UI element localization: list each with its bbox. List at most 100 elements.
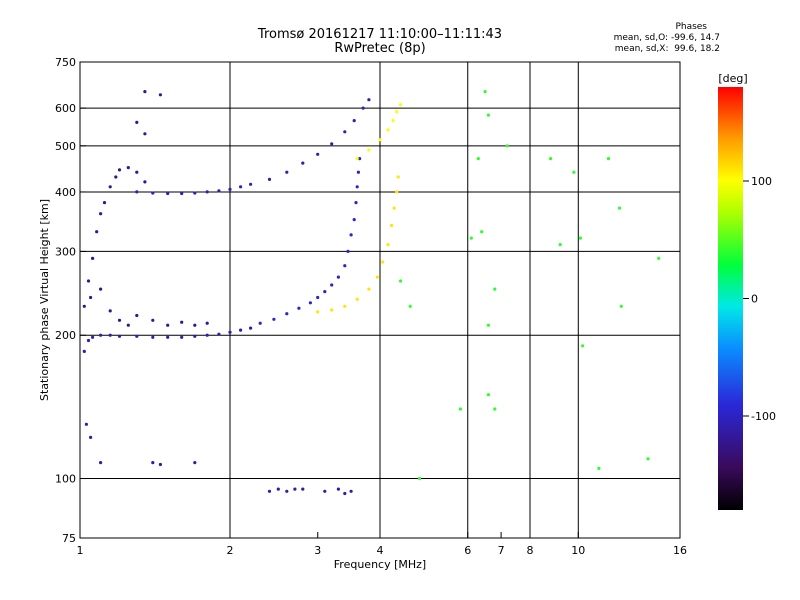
x-tick-label: 10 (571, 544, 585, 557)
data-point (297, 306, 301, 310)
data-point (180, 320, 184, 324)
data-point (228, 187, 232, 191)
data-point (99, 461, 103, 465)
x-tick-label: 6 (464, 544, 471, 557)
y-tick-label: 500 (55, 140, 76, 153)
data-point (486, 323, 490, 327)
data-point (217, 189, 221, 193)
data-point (316, 310, 320, 314)
grid-lines (80, 62, 680, 538)
data-point (354, 201, 358, 205)
data-point (301, 161, 305, 165)
data-point (108, 309, 112, 313)
data-point (558, 243, 562, 247)
data-point (549, 157, 553, 161)
data-point (249, 326, 253, 330)
data-point (193, 191, 197, 195)
data-point (193, 334, 197, 338)
data-point (193, 461, 197, 465)
data-point (82, 304, 86, 308)
data-point (606, 157, 611, 161)
data-point (82, 349, 86, 353)
data-point (205, 333, 209, 337)
data-point (301, 487, 305, 491)
data-point (346, 249, 350, 253)
data-point (151, 191, 155, 195)
y-tick-label: 400 (55, 186, 76, 199)
data-point (249, 182, 253, 186)
data-point (91, 256, 95, 260)
data-point (86, 279, 91, 283)
data-point (323, 489, 327, 493)
data-point (355, 185, 359, 189)
data-point (349, 233, 353, 237)
data-point (205, 190, 209, 194)
data-point (391, 119, 395, 123)
data-point (293, 487, 297, 491)
data-point (581, 344, 585, 348)
data-point (349, 489, 353, 493)
data-point (352, 218, 356, 222)
data-point (217, 332, 221, 336)
data-point (117, 318, 122, 322)
data-point (205, 321, 209, 325)
data-point (646, 457, 650, 461)
data-point (486, 393, 490, 397)
colorbar (718, 87, 743, 510)
data-point (483, 90, 487, 94)
y-tick-label: 100 (55, 473, 76, 486)
data-point (396, 175, 400, 179)
data-point (316, 152, 320, 156)
data-point (617, 206, 622, 210)
data-point (95, 230, 99, 234)
data-point (597, 466, 601, 470)
data-point (99, 212, 103, 216)
phase-o-stats: mean, sd,O: -99.6, 14.7 (613, 33, 720, 43)
data-point (316, 295, 320, 300)
data-point (158, 462, 162, 467)
y-axis-label: Stationary phase Virtual Height [km] (38, 199, 51, 401)
data-point (108, 185, 112, 189)
data-point (378, 138, 382, 142)
data-point (336, 487, 340, 491)
data-point (166, 191, 170, 196)
data-point (258, 321, 262, 325)
data-point (493, 407, 497, 411)
y-axis: 75 100 200 300 400 500 600 750 (55, 56, 86, 545)
data-point (102, 201, 107, 205)
data-point (99, 287, 103, 291)
x-tick-label: 7 (498, 544, 505, 557)
y-tick-label: 750 (55, 56, 76, 69)
data-point (143, 180, 147, 184)
data-point (285, 170, 289, 174)
data-point (276, 487, 280, 491)
data-point (126, 166, 130, 170)
data-point (395, 190, 399, 194)
data-point (239, 328, 243, 332)
data-point (330, 283, 334, 287)
data-point (180, 335, 184, 339)
data-points (82, 90, 661, 496)
data-point (343, 130, 347, 134)
phase-heading: Phases (675, 22, 707, 32)
y-tick-label: 75 (62, 532, 76, 545)
data-point (343, 264, 347, 268)
data-point (86, 338, 91, 343)
colorbar-label: [deg] (718, 72, 747, 85)
data-point (99, 333, 103, 337)
data-point (114, 175, 118, 179)
data-point (392, 206, 396, 210)
data-point (408, 304, 412, 308)
data-point (126, 323, 130, 327)
data-point (135, 170, 139, 174)
y-tick-label: 300 (55, 245, 76, 258)
data-point (323, 290, 327, 294)
x-axis: 1 2 4 6 8 10 16 3 7 (77, 532, 687, 557)
data-point (308, 301, 312, 305)
data-point (151, 318, 155, 322)
data-point (417, 476, 422, 481)
data-point (89, 435, 93, 439)
data-point (108, 333, 112, 337)
data-point (89, 295, 93, 300)
